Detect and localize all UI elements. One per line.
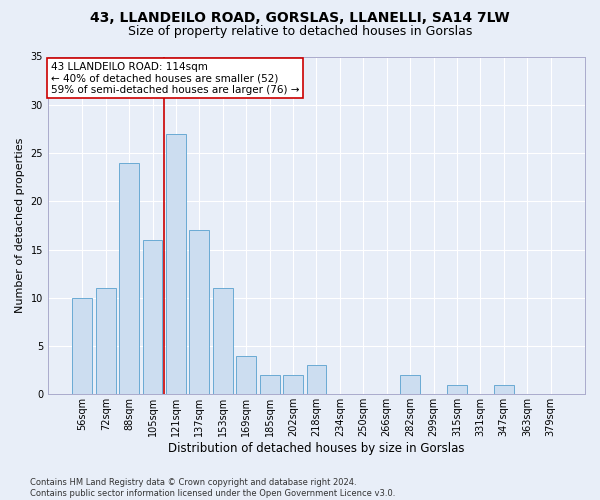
Bar <box>236 356 256 395</box>
Bar <box>400 375 420 394</box>
Bar <box>96 288 116 395</box>
Bar <box>447 384 467 394</box>
Bar <box>190 230 209 394</box>
Bar <box>494 384 514 394</box>
Bar <box>73 298 92 394</box>
Bar <box>143 240 163 394</box>
Bar <box>307 366 326 394</box>
Bar <box>119 162 139 394</box>
Bar <box>166 134 186 394</box>
X-axis label: Distribution of detached houses by size in Gorslas: Distribution of detached houses by size … <box>168 442 465 455</box>
Y-axis label: Number of detached properties: Number of detached properties <box>15 138 25 313</box>
Text: Contains HM Land Registry data © Crown copyright and database right 2024.
Contai: Contains HM Land Registry data © Crown c… <box>30 478 395 498</box>
Text: Size of property relative to detached houses in Gorslas: Size of property relative to detached ho… <box>128 25 472 38</box>
Text: 43 LLANDEILO ROAD: 114sqm
← 40% of detached houses are smaller (52)
59% of semi-: 43 LLANDEILO ROAD: 114sqm ← 40% of detac… <box>50 62 299 95</box>
Bar <box>213 288 233 395</box>
Bar <box>260 375 280 394</box>
Text: 43, LLANDEILO ROAD, GORSLAS, LLANELLI, SA14 7LW: 43, LLANDEILO ROAD, GORSLAS, LLANELLI, S… <box>90 11 510 25</box>
Bar <box>283 375 303 394</box>
